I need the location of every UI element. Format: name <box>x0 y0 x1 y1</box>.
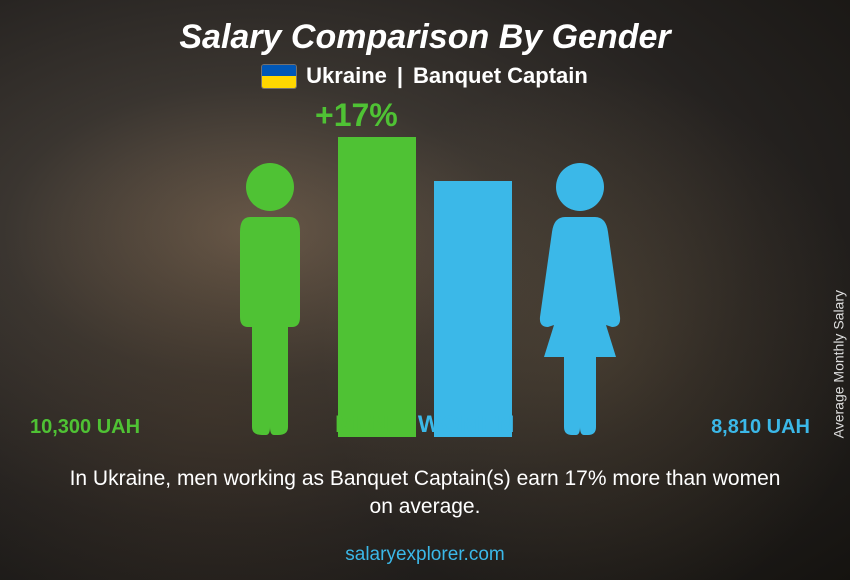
comparison-chart: +17% 10,300 UAH 8,810 UAH MEN WOMEN <box>125 107 725 437</box>
page-title: Salary Comparison By Gender <box>179 18 670 57</box>
caption-text: In Ukraine, men working as Banquet Capta… <box>65 465 785 522</box>
separator: | <box>397 63 403 89</box>
female-label: WOMEN <box>418 411 515 439</box>
role-label: Banquet Captain <box>413 63 588 89</box>
y-axis-label: Average Monthly Salary <box>830 290 846 438</box>
female-bar <box>434 181 512 437</box>
male-salary: 10,300 UAH <box>30 416 140 439</box>
female-person-icon <box>530 157 630 437</box>
male-person-icon <box>220 157 320 437</box>
subtitle-row: Ukraine | Banquet Captain <box>262 63 588 89</box>
country-label: Ukraine <box>306 63 387 89</box>
gender-labels: MEN WOMEN <box>335 411 515 439</box>
source-footer: salaryexplorer.com <box>345 544 504 566</box>
ukraine-flag-icon <box>262 65 296 88</box>
female-salary: 8,810 UAH <box>711 416 810 439</box>
male-label: MEN <box>335 411 390 439</box>
male-bar <box>338 137 416 437</box>
percent-difference: +17% <box>315 97 398 134</box>
